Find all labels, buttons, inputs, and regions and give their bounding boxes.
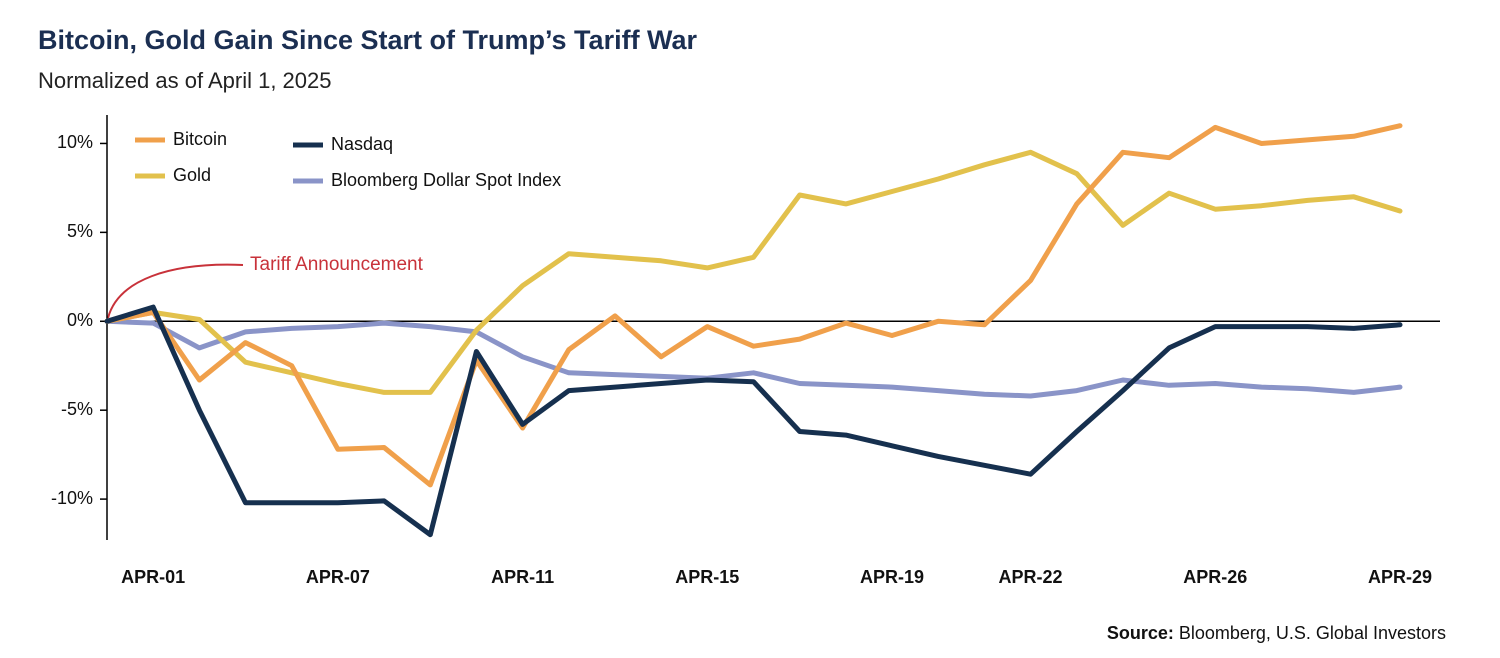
chart-title: Bitcoin, Gold Gain Since Start of Trump’… (38, 25, 698, 55)
y-tick-label: 10% (57, 132, 93, 152)
y-tick-label: -5% (61, 399, 93, 419)
series-line (104, 318, 1403, 399)
x-tick-label: APR-26 (1183, 567, 1247, 587)
annotation-arrow (107, 263, 244, 319)
source-text: Bloomberg, U.S. Global Investors (1179, 623, 1446, 643)
legend-label: Nasdaq (331, 134, 393, 154)
x-tick-label: APR-29 (1368, 567, 1432, 587)
x-tick-label: APR-19 (860, 567, 924, 587)
source-label: Source: (1107, 623, 1174, 643)
x-tick-label: APR-07 (306, 567, 370, 587)
x-tick-label: APR-15 (675, 567, 739, 587)
series-line (104, 149, 1403, 395)
y-tick-label: 0% (67, 310, 93, 330)
legend-label: Bitcoin (173, 129, 227, 149)
y-tick-label: 5% (67, 221, 93, 241)
x-tick-label: APR-01 (121, 567, 185, 587)
annotation: Tariff Announcement (250, 254, 424, 275)
source: Source: Bloomberg, U.S. Global Investors (1107, 623, 1446, 643)
legend-label: Gold (173, 165, 211, 185)
x-tick-label: APR-22 (999, 567, 1063, 587)
x-tick-label: APR-11 (491, 567, 554, 587)
chart-subtitle: Normalized as of April 1, 2025 (38, 68, 332, 93)
legend-label: Bloomberg Dollar Spot Index (331, 170, 561, 190)
series-line (104, 123, 1403, 488)
series-line (104, 304, 1403, 538)
y-tick-label: -10% (51, 488, 93, 508)
